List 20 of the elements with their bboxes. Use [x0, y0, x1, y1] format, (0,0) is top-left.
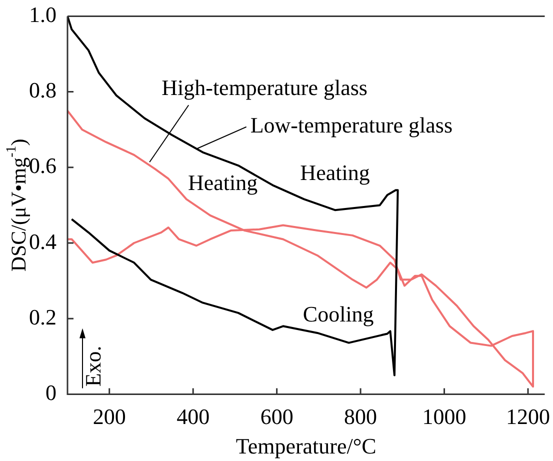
y-tick-label: 0.8 — [29, 78, 56, 103]
y-tick-label: 0.6 — [29, 153, 56, 178]
x-axis-title: Temperature/°C — [236, 434, 376, 459]
y-tick-label: 0 — [46, 380, 56, 405]
x-tick-label: 400 — [176, 404, 210, 430]
annotation: Exo. — [80, 346, 106, 387]
annotation: Low-temperature glass — [250, 112, 453, 138]
x-tick-label: 200 — [92, 404, 126, 430]
annotation: Heating — [188, 170, 258, 195]
y-tick-label: 0.2 — [29, 304, 56, 330]
x-tick-label: 600 — [260, 404, 294, 430]
annotation: Heating — [300, 160, 370, 185]
y-tick-label: 0.4 — [29, 228, 56, 254]
annotation: High-temperature glass — [162, 74, 368, 100]
y-tick-label: 1.0 — [29, 2, 56, 27]
x-tick-label: 800 — [344, 404, 378, 430]
x-tick-label: 1000 — [422, 404, 466, 430]
y-axis-title: DSC/(μV•mg-1) — [4, 138, 31, 272]
x-tick-label: 1200 — [506, 404, 550, 430]
annotation: Cooling — [302, 302, 374, 327]
